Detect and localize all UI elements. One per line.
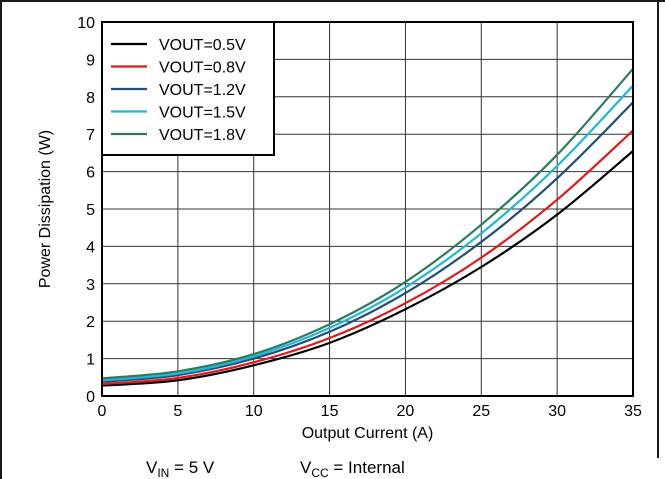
legend-label: VOUT=0.5V [159,37,246,54]
x-tick-label: 20 [397,403,415,420]
x-tick-label: 0 [98,403,107,420]
series-line-4 [101,84,634,382]
series-line-3 [101,101,634,383]
y-tick-label: 3 [86,277,95,294]
y-tick-label: 4 [86,239,95,256]
series-line-2 [101,129,634,386]
y-tick-label: 8 [86,90,95,107]
vcc-note: VCC = Internal [300,458,405,479]
x-tick-label: 35 [624,403,642,420]
y-tick-labels: 0 1 2 3 4 5 6 7 8 9 10 [77,15,95,406]
y-axis-label: Power Dissipation (W) [37,130,54,288]
frame-left-border [0,0,2,479]
y-tick-label: 10 [77,15,95,32]
x-tick-label: 30 [548,403,566,420]
series-lines [101,68,634,387]
y-tick-label: 6 [86,165,95,182]
y-tick-label: 1 [86,352,95,369]
plot-border [101,21,634,397]
x-axis-label: Output Current (A) [302,425,434,442]
vin-note: VIN = 5 V [146,458,215,479]
x-tick-label: 15 [321,403,339,420]
legend-label: VOUT=0.8V [159,60,246,77]
legend-label: VOUT=1.8V [159,127,246,144]
frame-right-border [657,0,659,458]
x-tick-label: 25 [472,403,490,420]
legend-label: VOUT=1.2V [159,82,246,99]
series-line-5 [101,68,634,380]
legend-label: VOUT=1.5V [159,105,246,122]
legend: VOUT=0.5V VOUT=0.8V VOUT=1.2V VOUT=1.5V VOUT… [101,21,275,156]
y-tick-label: 7 [86,127,95,144]
x-tick-labels: 0 5 10 15 20 25 30 35 [98,403,642,420]
frame-top-border [0,0,665,2]
x-tick-label: 10 [245,403,263,420]
x-tick-label: 5 [173,403,182,420]
y-tick-label: 2 [86,314,95,331]
series-line-1 [101,150,634,387]
y-tick-label: 0 [86,389,95,406]
grid-lines [101,21,634,397]
y-tick-label: 9 [86,52,95,69]
y-tick-label: 5 [86,202,95,219]
